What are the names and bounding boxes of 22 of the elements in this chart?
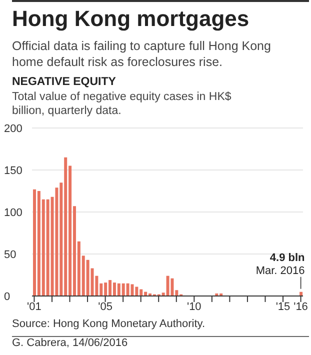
annotation: 4.9 bln: [270, 252, 306, 264]
y-tick-label: 150: [4, 165, 22, 177]
y-tick-label: 100: [4, 207, 22, 219]
bar: [166, 276, 170, 296]
y-tick-label: 0: [4, 291, 10, 303]
chart-subtitle: Official data is failing to capture full Hong Kong home default risk as foreclosures rise.: [12, 38, 272, 70]
x-tick-label: '05: [98, 301, 112, 313]
x-tick-label: '15: [276, 301, 290, 313]
y-tick-label: 200: [4, 123, 22, 135]
text: G. Cabrera, 14/06/2016: [12, 336, 309, 349]
x-tick-label: '16: [294, 301, 308, 313]
y-tick-label: 50: [4, 249, 16, 261]
bar: [130, 284, 134, 296]
y-axis-title: NEGATIVE EQUITY: [12, 76, 116, 88]
annotation: Mar. 2016: [256, 264, 305, 277]
bar: [170, 278, 174, 296]
x-tick-label: '10: [186, 301, 202, 313]
source-note: Source: Hong Kong Monetary Authority.: [12, 318, 206, 330]
chart-title: Hong Kong mortgages: [12, 6, 250, 32]
text: Total value of negative equity cases in HK$ billion, quarterly data.: [12, 90, 232, 118]
x-tick-label: '01: [27, 301, 42, 313]
bar: [126, 283, 130, 296]
